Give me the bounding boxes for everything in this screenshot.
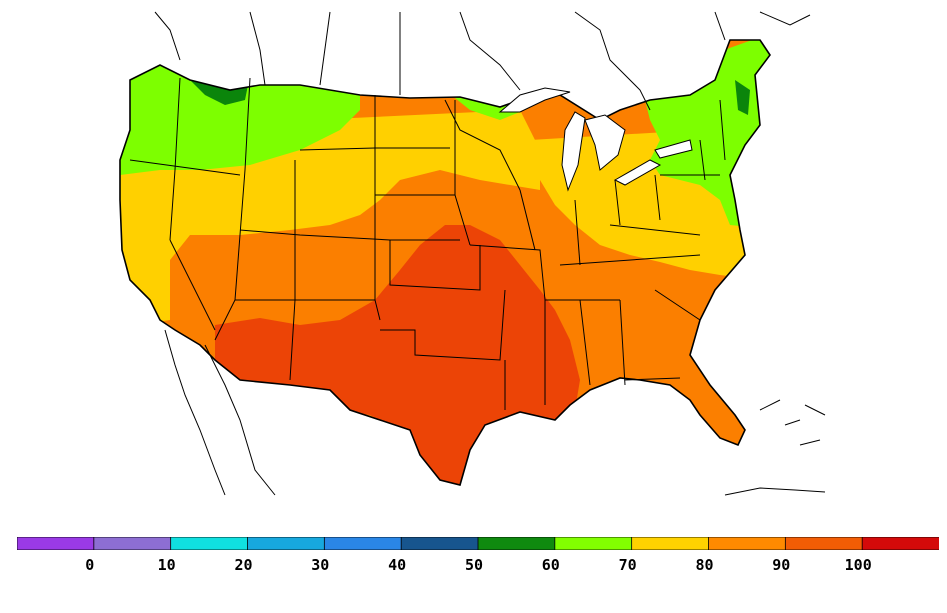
state-border-line: [619, 299, 626, 386]
mexico-line: [204, 344, 276, 496]
canada-province-line: [759, 11, 811, 26]
state-border-line: [239, 229, 460, 241]
canada-province-line: [154, 11, 181, 61]
legend-color-bar: [17, 537, 939, 550]
state-border-line: [559, 254, 701, 266]
state-border-line: [574, 199, 581, 266]
state-border-line: [289, 160, 296, 381]
state-border-line: [444, 99, 521, 191]
state-border-line: [719, 99, 726, 161]
state-border-line: [469, 244, 620, 301]
state-border-line: [609, 224, 701, 236]
canada-province-line: [249, 11, 266, 86]
legend-tick-label: 0: [85, 556, 95, 574]
lake-ontario: [654, 139, 693, 159]
state-border-line: [454, 100, 471, 246]
canada-province-line: [459, 11, 521, 91]
legend-swatch: [784, 537, 864, 550]
canada-province-line: [319, 11, 331, 86]
state-border-line: [129, 159, 241, 176]
legend-swatch: [861, 537, 939, 550]
baja-coast: [164, 329, 226, 496]
state-border-line: [374, 95, 381, 321]
legend-swatch: [554, 537, 633, 550]
state-border-line: [214, 77, 251, 341]
lake-michigan: [561, 111, 586, 192]
lake-superior: [498, 87, 571, 113]
state-border-line: [519, 189, 536, 251]
state-border-line: [654, 289, 701, 321]
legend-swatch: [17, 537, 95, 550]
canada-province-line: [714, 11, 726, 41]
state-border-line: [699, 139, 706, 181]
state-border-line: [380, 289, 506, 361]
legend-tick-label: 70: [618, 556, 637, 574]
state-border-line: [389, 240, 481, 291]
legend-tick-label: 60: [541, 556, 560, 574]
state-border-line: [579, 299, 591, 386]
legend-tick-label: 50: [464, 556, 484, 574]
legend-swatch: [708, 537, 787, 550]
bahamas-islands: [759, 399, 826, 446]
legend-tick-label: 90: [772, 556, 791, 574]
lake-erie: [613, 159, 662, 186]
legend-tick-label: 30: [311, 556, 330, 574]
lake-shapes: [498, 87, 693, 192]
legend-tick-label: 10: [157, 556, 176, 574]
cuba-coast: [724, 487, 826, 496]
lake-huron: [584, 114, 626, 171]
state-border-line: [654, 174, 661, 221]
state-border-line: [169, 239, 216, 331]
state-borders: [129, 77, 726, 410]
legend-swatch: [93, 537, 172, 550]
legend-tick-labels: 0 10 20 30 40 50 60 70 80 90 100: [0, 556, 947, 578]
canada-province-line: [574, 11, 651, 111]
legend-tick-label: 80: [695, 556, 714, 574]
band-50-60-maine: [735, 80, 750, 115]
legend-swatch: [323, 537, 403, 550]
legend-swatch: [170, 537, 249, 550]
legend-swatch: [477, 537, 556, 550]
legend-tick-label: 20: [234, 556, 253, 574]
legend-tick-label: 100: [844, 556, 872, 574]
legend-swatch: [631, 537, 710, 550]
neighbor-borders: [154, 11, 826, 496]
temperature-map: [119, 11, 826, 496]
temperature-bands: [120, 40, 770, 485]
legend-swatch: [247, 537, 326, 550]
state-border-line: [299, 147, 450, 151]
state-border-line: [614, 179, 621, 226]
state-border-line: [169, 77, 181, 241]
legend-swatch: [400, 537, 479, 550]
legend-tick-label: 40: [388, 556, 407, 574]
